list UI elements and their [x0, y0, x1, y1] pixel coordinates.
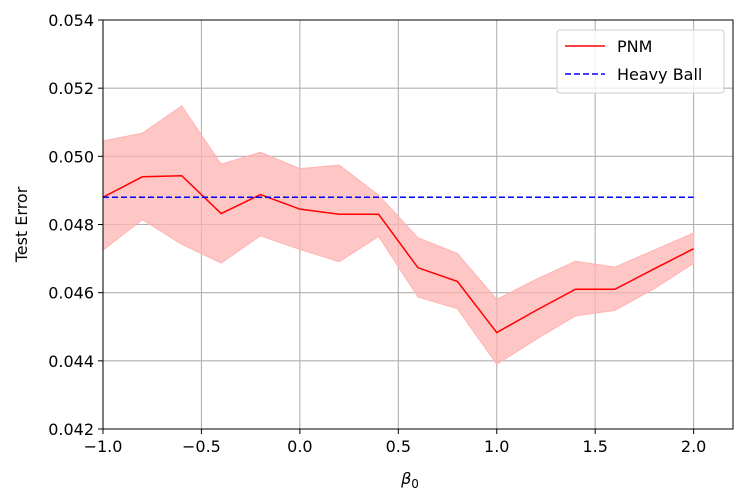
- x-tick-label: 0.5: [386, 437, 411, 456]
- x-tick-label: 0.0: [287, 437, 312, 456]
- y-tick-label: 0.054: [48, 11, 94, 30]
- legend-label-heavy-ball: Heavy Ball: [617, 65, 702, 84]
- y-tick-label: 0.044: [48, 352, 94, 371]
- y-tick-label: 0.050: [48, 147, 94, 166]
- x-tick-label: 2.0: [681, 437, 706, 456]
- legend: PNM Heavy Ball: [556, 29, 725, 94]
- y-tick-label: 0.042: [48, 420, 94, 439]
- y-axis-label: Test Error: [12, 186, 31, 263]
- x-tick-label: −1.0: [84, 437, 123, 456]
- ticks-layer: −1.0 −0.5 0.0 0.5 1.0 1.5 2.0 0.042 0.044 0.046 0.…: [48, 11, 706, 456]
- x-tick-label: 1.5: [582, 437, 607, 456]
- y-tick-label: 0.052: [48, 79, 94, 98]
- x-axis-label: β0: [400, 469, 419, 491]
- series-lines-layer: [102, 175, 694, 334]
- legend-label-pnm: PNM: [617, 37, 652, 56]
- pnm-confidence-band: [102, 105, 695, 365]
- pnm-series-line: [102, 175, 694, 334]
- y-tick-label: 0.048: [48, 216, 94, 235]
- x-tick-label: 1.0: [484, 437, 509, 456]
- x-tick-label: −0.5: [182, 437, 221, 456]
- x-axis-label-subscript: 0: [411, 477, 419, 491]
- x-axis-label-symbol: β: [400, 469, 411, 488]
- y-tick-label: 0.046: [48, 284, 94, 303]
- confidence-band-layer: [102, 105, 695, 365]
